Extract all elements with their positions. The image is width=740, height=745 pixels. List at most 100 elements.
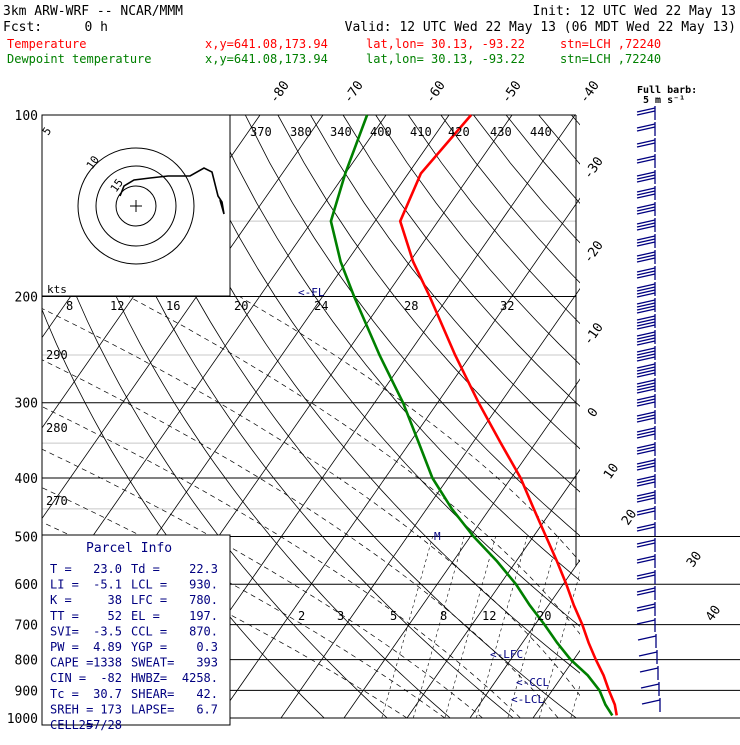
pressure-tick-label: 1000	[7, 712, 38, 727]
parcel-cell: T =	[50, 562, 72, 576]
isotherm-right-label: -20	[581, 238, 607, 266]
dry-adiabat-line	[376, 115, 740, 718]
theta-label: 370	[250, 125, 272, 139]
pressure-tick-label: 800	[15, 654, 38, 669]
isotherm-line	[533, 115, 740, 718]
barb-legend-line2: 5 m s⁻¹	[643, 95, 685, 106]
isotherm-top-label: -70	[341, 78, 367, 106]
mixing-ratio-label: 12	[110, 299, 124, 313]
pressure-tick-label: 300	[15, 397, 38, 412]
dry-adiabat-line	[474, 115, 740, 718]
theta-label: 400	[370, 125, 392, 139]
parcel-cell: SVI=	[50, 624, 79, 638]
parcel-cell: 22.3	[189, 562, 218, 576]
mixing-ratio-lower-label: 8	[440, 609, 447, 623]
mixing-ratio-lower-label: 5	[390, 609, 397, 623]
parcel-cell: Td =	[131, 562, 160, 576]
parcel-cell: LI =	[50, 578, 79, 592]
parcel-cell: HWBZ=	[131, 671, 167, 685]
mixing-ratio-label: 8	[66, 299, 73, 313]
wind-barb-flag	[640, 668, 658, 672]
parcel-cell: YGP =	[131, 640, 167, 654]
parcel-cell: CCL =	[131, 624, 167, 638]
parcel-cell: 42.	[196, 687, 218, 701]
parcel-cell: 4.89	[93, 640, 122, 654]
legend-dewpoint-name: Dewpoint temperature	[7, 52, 152, 66]
pressure-tick-label: 400	[15, 472, 38, 487]
parcel-cell: CAPE =	[50, 656, 93, 670]
parcel-cell: 173	[100, 702, 122, 716]
pressure-tick-label: 900	[15, 684, 38, 699]
dry-adiabat-line	[506, 115, 740, 718]
model-title: 3km ARW-WRF -- NCAR/MMM	[3, 4, 183, 19]
isotherm-line	[344, 115, 740, 718]
parcel-cell: SHEAR=	[131, 687, 174, 701]
parcel-cell: EL =	[131, 609, 160, 623]
dry-adiabat-line	[343, 115, 740, 718]
isotherm-top-label: -60	[423, 78, 449, 106]
mixing-ratio-label: 24	[314, 299, 328, 313]
pressure-tick-label: 200	[15, 291, 38, 306]
theta-label: 440	[530, 125, 552, 139]
dry-adiabat-line	[245, 115, 740, 718]
mixing-ratio-lower-label: 2	[298, 609, 305, 623]
pressure-tick-label: 100	[15, 109, 38, 124]
init-time: Init: 12 UTC Wed 22 May 13	[533, 4, 737, 19]
theta-left-label: 290	[46, 348, 68, 362]
lcl-marker: <-LCL	[511, 693, 544, 706]
hodograph-units: kts	[47, 283, 67, 296]
isotherm-right-label: -30	[581, 154, 607, 182]
parcel-cell: -5.1	[93, 578, 122, 592]
lfc-marker: <-LFC	[490, 648, 523, 661]
parcel-cell: 52	[108, 609, 122, 623]
parcel-cell: LFC =	[131, 593, 167, 607]
parcel-cell: 4258.	[182, 671, 218, 685]
isotherm-right-label: 0	[585, 405, 602, 420]
pressure-tick-label: 500	[15, 530, 38, 545]
legend-temperature-latlon: lat,lon= 30.13, -93.22	[366, 37, 525, 51]
parcel-cell: 780.	[189, 593, 218, 607]
dry-adiabat-line	[278, 115, 740, 718]
wind-barb-flag	[638, 636, 656, 640]
dry-adiabat-line	[702, 115, 740, 718]
wind-barb-flag	[637, 620, 655, 624]
parcel-cell: TT =	[50, 609, 79, 623]
mixing-ratio-lower-label: 12	[482, 609, 496, 623]
dry-adiabat-line	[539, 115, 740, 718]
parcel-cell: 1338	[93, 656, 122, 670]
dry-adiabat-line	[637, 115, 740, 718]
pressure-tick-label: 600	[15, 578, 38, 593]
parcel-cell: 30.7	[93, 687, 122, 701]
isotherm-top-label: -40	[577, 78, 603, 106]
legend-dewpoint-latlon: lat,lon= 30.13, -93.22	[366, 52, 525, 66]
pressure-tick-label: 700	[15, 619, 38, 634]
isotherm-top-label: -50	[499, 78, 525, 106]
dry-adiabat-line	[311, 115, 740, 718]
theta-label: 420	[448, 125, 470, 139]
parcel-cell: 38	[108, 593, 122, 607]
fl-marker: <-FL	[298, 286, 325, 299]
legend-dewpoint-stn: stn=LCH ,72240	[560, 52, 661, 66]
ccl-marker: <-CCL	[516, 676, 549, 689]
fcst-label: Fcst:	[3, 20, 42, 35]
wind-barb-flag	[642, 700, 660, 704]
isotherm-line	[596, 115, 740, 718]
parcel-cell: 197.	[189, 609, 218, 623]
parcel-cell: 6.7	[196, 702, 218, 716]
parcel-cell: -82	[100, 671, 122, 685]
parcel-title: Parcel Info	[86, 541, 172, 556]
parcel-cell: 930.	[189, 578, 218, 592]
parcel-cell: 870.	[189, 624, 218, 638]
parcel-cell: SREH =	[50, 702, 93, 716]
parcel-cell: 257/28	[79, 718, 122, 732]
parcel-cell: 393	[196, 656, 218, 670]
parcel-cell: LCL =	[131, 578, 167, 592]
theta-label: 430	[490, 125, 512, 139]
wind-barb-flag	[641, 684, 659, 688]
isotherm-right-label: 30	[684, 549, 705, 570]
valid-time: Valid: 12 UTC Wed 22 May 13 (06 MDT Wed …	[345, 20, 736, 35]
theta-label: 410	[410, 125, 432, 139]
fcst-value: 0 h	[85, 20, 108, 35]
